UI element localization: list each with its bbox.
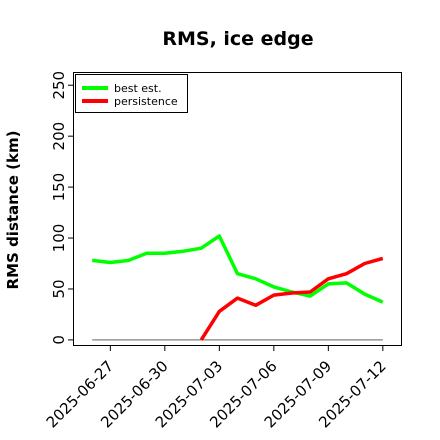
y-tick-label: 150 (50, 173, 68, 202)
y-tick-label: 200 (50, 122, 68, 151)
legend-label-persistence: persistence (114, 95, 178, 108)
legend-box (75, 74, 188, 113)
y-tick-label: 0 (50, 335, 68, 345)
legend: best est. persistence (75, 74, 188, 113)
chart-title: RMS, ice edge (162, 28, 313, 50)
y-tick-label: 50 (50, 279, 68, 298)
y-tick-label: 250 (50, 71, 68, 100)
legend-label-best-est: best est. (114, 82, 162, 95)
y-tick-label: 100 (50, 224, 68, 253)
series-line-persistence (199, 256, 384, 341)
y-axis-label: RMS distance (km) (4, 131, 22, 290)
series-line-best-est (91, 234, 384, 304)
plot-frame (73, 72, 402, 346)
